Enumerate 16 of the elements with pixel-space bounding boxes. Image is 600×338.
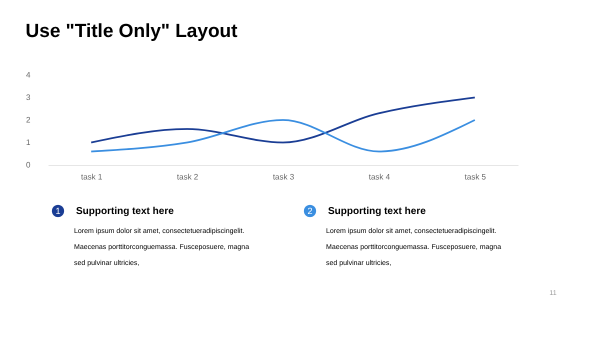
- text: 2: [307, 206, 313, 216]
- y-tick-label: 4: [26, 70, 32, 80]
- y-tick-label: 1: [26, 138, 32, 147]
- x-tick-label: task 2: [176, 172, 199, 182]
- x-tick-label: task 3: [272, 172, 295, 182]
- y-tick-label: 0: [26, 160, 32, 170]
- x-tick-label: task 5: [464, 172, 487, 182]
- y-tick-label: 2: [26, 116, 32, 124]
- text: Supporting text here: [76, 206, 174, 217]
- y-tick-label: 3: [26, 93, 32, 102]
- chart-title: Use "Title Only" Layout: [26, 21, 238, 42]
- x-tick-label: task 1: [80, 172, 103, 182]
- line-series: [90, 96, 476, 144]
- text: 1: [55, 206, 61, 216]
- x-tick-label: task 4: [368, 172, 391, 182]
- text: Supporting text here: [328, 206, 426, 217]
